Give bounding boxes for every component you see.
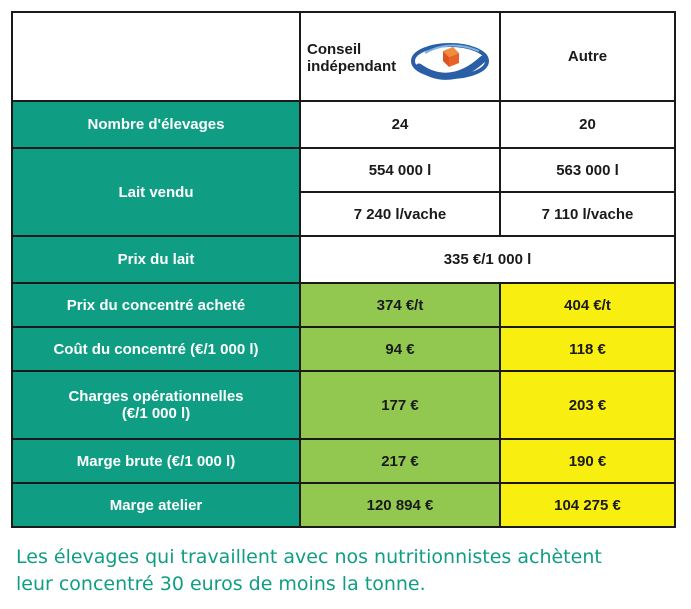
autre-value: 20 bbox=[499, 100, 676, 149]
conseil-value: 554 000 l bbox=[299, 147, 501, 193]
row-label: Charges opérationnelles (€/1 000 l) bbox=[11, 370, 301, 440]
conseil-logo-icon bbox=[411, 43, 489, 80]
conseil-value: 120 894 € bbox=[299, 482, 501, 528]
row-label: Nombre d'élevages bbox=[11, 100, 301, 149]
row-label-line1: Charges opérationnelles bbox=[68, 388, 244, 405]
conseil-value-per-cow: 7 240 l/vache bbox=[299, 191, 501, 237]
autre-value: 104 275 € bbox=[499, 482, 676, 528]
comparison-table: Conseil indépendant Autre Nombre d'él bbox=[11, 11, 676, 528]
conseil-value: 24 bbox=[299, 100, 501, 149]
table-row: Prix du concentré acheté 374 €/t 404 €/t bbox=[11, 282, 676, 328]
table-row: 7 240 l/vache 7 110 l/vache bbox=[12, 191, 676, 237]
table-row: Lait vendu 554 000 l 563 000 l bbox=[11, 147, 676, 237]
logo-line1: Conseil bbox=[307, 41, 362, 58]
conseil-value: 94 € bbox=[299, 326, 501, 372]
autre-value: 563 000 l bbox=[499, 147, 676, 193]
conseil-value: 217 € bbox=[299, 438, 501, 484]
caption-line1: Les élevages qui travaillent avec nos nu… bbox=[16, 546, 602, 568]
logo-line2: indépendant bbox=[307, 58, 397, 75]
row-label-line2: (€/1 000 l) bbox=[121, 405, 191, 422]
autre-value-per-cow: 7 110 l/vache bbox=[499, 191, 676, 237]
conseil-value: 177 € bbox=[299, 370, 501, 440]
row-label: Coût du concentré (€/1 000 l) bbox=[11, 326, 301, 372]
row-label: Prix du lait bbox=[11, 235, 301, 284]
autre-value: 190 € bbox=[499, 438, 676, 484]
table-header-row: Conseil indépendant Autre bbox=[11, 11, 676, 102]
table-row: Charges opérationnelles (€/1 000 l) 177 … bbox=[11, 370, 676, 440]
conseil-logo-text: Conseil indépendant bbox=[307, 41, 396, 75]
table-row: Coût du concentré (€/1 000 l) 94 € 118 € bbox=[11, 326, 676, 372]
header-autre-cell: Autre bbox=[499, 11, 676, 102]
header-conseil-cell: Conseil indépendant bbox=[299, 11, 501, 102]
table-row: Marge atelier 120 894 € 104 275 € bbox=[11, 482, 676, 528]
autre-value: 404 €/t bbox=[499, 282, 676, 328]
row-label: Lait vendu bbox=[11, 147, 301, 237]
table-row: Prix du lait 335 €/1 000 l bbox=[11, 235, 676, 284]
caption-line2: leur concentré 30 euros de moins la tonn… bbox=[16, 573, 426, 595]
autre-value: 118 € bbox=[499, 326, 676, 372]
caption: Les élevages qui travaillent avec nos nu… bbox=[16, 544, 681, 598]
header-empty-cell bbox=[11, 11, 301, 102]
table-row: Marge brute (€/1 000 l) 217 € 190 € bbox=[11, 438, 676, 484]
conseil-value: 374 €/t bbox=[299, 282, 501, 328]
row-label: Marge brute (€/1 000 l) bbox=[11, 438, 301, 484]
autre-value: 203 € bbox=[499, 370, 676, 440]
row-label: Prix du concentré acheté bbox=[11, 282, 301, 328]
row-label: Marge atelier bbox=[11, 482, 301, 528]
table-row: Nombre d'élevages 24 20 bbox=[11, 100, 676, 149]
shared-value: 335 €/1 000 l bbox=[299, 235, 676, 284]
